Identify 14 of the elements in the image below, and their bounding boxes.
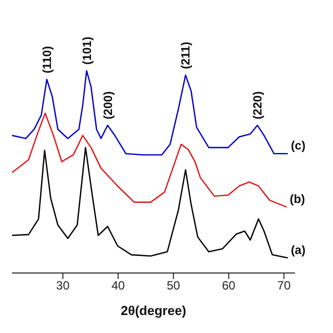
x-tick-label: 70 xyxy=(277,278,291,293)
series-label: (b) xyxy=(290,192,306,206)
annotation: (220) xyxy=(250,91,265,120)
annotation: (101) xyxy=(80,36,94,65)
annotation: (110) xyxy=(40,46,54,74)
annotation: (200) xyxy=(100,91,115,120)
x-tick-label: 60 xyxy=(222,278,236,293)
series-label: (c) xyxy=(290,138,306,153)
annotation: (211) xyxy=(178,42,193,70)
series-label: (a) xyxy=(290,242,306,257)
x-tick-label: 30 xyxy=(56,278,70,293)
x-tick-label: 50 xyxy=(166,278,180,293)
x-tick-label: 40 xyxy=(111,278,126,293)
x-axis-title: 2θ(degree) xyxy=(120,303,186,318)
